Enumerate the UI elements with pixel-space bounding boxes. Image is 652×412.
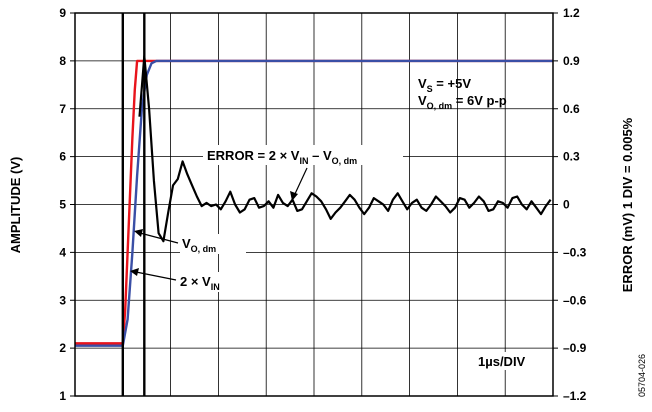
series-line-error [138, 54, 552, 243]
error-mid: – V [308, 148, 331, 163]
y-tick-label-left: 7 [59, 102, 66, 116]
svg-text:2 × VIN: 2 × VIN [180, 274, 220, 292]
timebase-label: 1µs/DIV [474, 352, 542, 370]
svg-text:ERROR = 2 × VIN – VO, dm: ERROR = 2 × VIN – VO, dm [207, 148, 357, 166]
vodm-main: V [182, 236, 191, 251]
error-lhs: ERROR = 2 × V [207, 148, 300, 163]
condition-vo: VO, dm = 6V p-p [418, 93, 507, 111]
y-tick-label-left: 4 [59, 245, 66, 259]
svg-text:1µs/DIV: 1µs/DIV [478, 354, 526, 369]
vodm-arrowhead [134, 229, 143, 237]
vin-main: 2 × V [180, 274, 211, 289]
vin-leader [135, 271, 177, 281]
condition-vs: VS = +5V [418, 76, 471, 94]
y-axis-left-title: AMPLITUDE (V) [8, 157, 23, 254]
y-tick-label-right: 0.6 [563, 102, 580, 116]
vo-sub: O, dm [427, 101, 453, 111]
error-leader [293, 167, 308, 197]
y-tick-label-left: 3 [59, 293, 66, 307]
vin-arrowhead [130, 268, 139, 276]
y-tick-label-left: 2 [59, 341, 66, 355]
svg-text:VS = +5V: VS = +5V [418, 76, 471, 94]
vin-sub: IN [211, 282, 220, 292]
series-line-v-o-dm [75, 59, 553, 347]
vs-rest: = +5V [433, 76, 472, 91]
error-sub1: IN [299, 156, 308, 166]
vin-annotation: 2 × VIN [130, 268, 246, 292]
error-arrowhead [290, 191, 298, 201]
y-axis-right-title: ERROR (mV) 1 DIV = 0.005% [620, 117, 635, 292]
error-annotation-bg [203, 145, 403, 165]
y-tick-label-right: 0 [563, 198, 570, 212]
y-tick-label-left: 6 [59, 150, 66, 164]
y-tick-label-left: 5 [59, 198, 66, 212]
vin-annotation-bg [174, 272, 246, 292]
y-tick-label-left: 8 [59, 54, 66, 68]
plot-frame [74, 12, 554, 397]
y-tick-label-left: 9 [59, 6, 66, 20]
svg-text:VO, dm: VO, dm [182, 236, 216, 254]
y-tick-label-right: –1.2 [563, 389, 587, 403]
right-axis-ticks: 1.2 0.9 0.6 0.3 0 –0.3 –0.6 –0.9 –1.2 [553, 6, 587, 403]
vodm-annotation: VO, dm [134, 229, 246, 254]
error-sub2: O, dm [332, 156, 358, 166]
vo-rest: = 6V p-p [452, 93, 507, 108]
y-tick-label-right: –0.9 [563, 341, 587, 355]
y-tick-label-right: 0.3 [563, 150, 580, 164]
vs-sub: S [427, 84, 433, 94]
left-axis-ticks: 1 2 3 4 5 6 7 8 9 [59, 6, 75, 403]
error-annotation: ERROR = 2 × VIN – VO, dm [203, 145, 403, 201]
figure-id: 05704-026 [637, 354, 647, 397]
vodm-sub: O, dm [191, 244, 217, 254]
y-tick-label-left: 1 [59, 389, 66, 403]
vodm-leader [139, 232, 179, 244]
vo-main: V [418, 93, 427, 108]
cursor-lines [121, 13, 146, 396]
svg-text:VO, dm = 6V p-p: VO, dm = 6V p-p [418, 93, 507, 111]
y-tick-label-right: 1.2 [563, 6, 580, 20]
y-tick-label-right: –0.3 [563, 245, 587, 259]
y-tick-label-right: –0.6 [563, 293, 587, 307]
vodm-annotation-bg [180, 234, 246, 254]
y-tick-label-right: 0.9 [563, 54, 580, 68]
timebase-label-bg [474, 352, 542, 370]
vs-main: V [418, 76, 427, 91]
